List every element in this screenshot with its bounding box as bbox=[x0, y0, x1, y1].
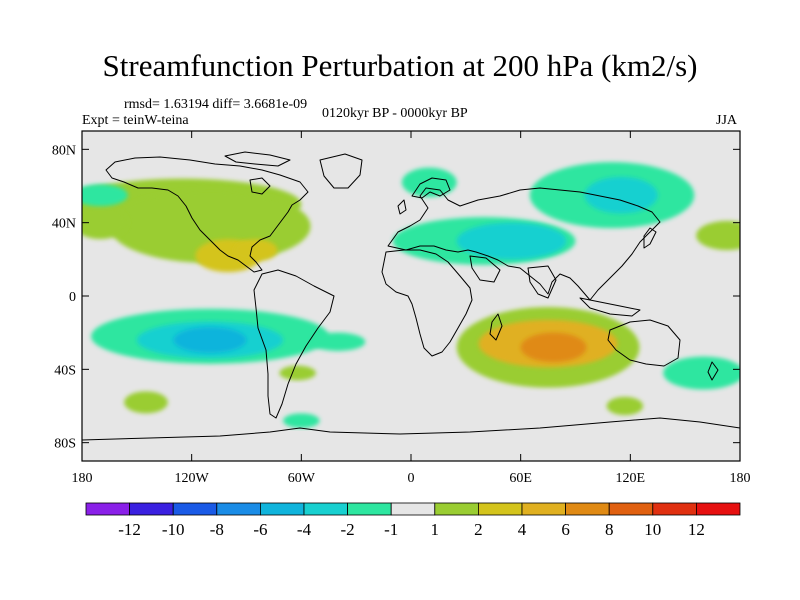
colorbar-label: 8 bbox=[605, 520, 614, 539]
contour-region-n-pacific-negative bbox=[73, 184, 128, 206]
y-tick-label: 80S bbox=[54, 437, 76, 452]
x-tick-label: 60W bbox=[288, 471, 316, 486]
y-tick-label: 40S bbox=[54, 363, 76, 378]
contour-region-w-pacific-positive bbox=[73, 206, 128, 239]
y-tick-label: 0 bbox=[69, 290, 76, 305]
contour-region-s-atlantic-positive bbox=[279, 366, 316, 381]
y-tick-label: 80N bbox=[52, 143, 76, 158]
colorbar-label: 2 bbox=[474, 520, 483, 539]
colorbar-swatch bbox=[348, 503, 392, 515]
colorbar-label: 1 bbox=[431, 520, 440, 539]
contour-region-s-pacific-core bbox=[173, 327, 246, 353]
colorbar-swatch bbox=[260, 503, 304, 515]
colorbar-label: 10 bbox=[644, 520, 661, 539]
colorbar-swatch bbox=[522, 503, 566, 515]
colorbar: -12 -10 -8 -6 -4 -2 -1 1 2 4 6 8 10 12 bbox=[86, 503, 740, 539]
colorbar-swatch bbox=[173, 503, 217, 515]
colorbar-swatch bbox=[391, 503, 435, 515]
map-figure: 180 120W 60W 0 60E 120E 18080N40N040S80S -12 -1… bbox=[0, 0, 800, 600]
y-tick-label: 40N bbox=[52, 217, 76, 232]
contour-region-mideast-negative bbox=[457, 223, 567, 260]
x-tick-label: 60E bbox=[509, 471, 532, 486]
contour-region-s-pacific-positive bbox=[124, 391, 168, 413]
colorbar-label: -8 bbox=[210, 520, 224, 539]
contour-region-s-atlantic-negative bbox=[310, 333, 365, 351]
colorbar-swatch bbox=[478, 503, 522, 515]
colorbar-label: -12 bbox=[118, 520, 141, 539]
colorbar-swatch bbox=[609, 503, 653, 515]
x-tick-label: 120W bbox=[175, 471, 210, 486]
colorbar-swatch bbox=[130, 503, 174, 515]
x-tick-label: 180 bbox=[730, 471, 751, 486]
contour-region-east-asia-positive bbox=[696, 221, 758, 250]
colorbar-label: -6 bbox=[253, 520, 267, 539]
contour-region-antarctic-negative bbox=[663, 357, 743, 390]
colorbar-label: 12 bbox=[688, 520, 705, 539]
colorbar-swatch bbox=[696, 503, 740, 515]
x-tick-label: 180 bbox=[72, 471, 93, 486]
colorbar-label: 6 bbox=[561, 520, 570, 539]
x-tick-label: 120E bbox=[616, 471, 646, 486]
colorbar-swatch bbox=[86, 503, 130, 515]
colorbar-label: -2 bbox=[341, 520, 355, 539]
contour-region-caribbean-positive bbox=[234, 239, 278, 261]
colorbar-swatch bbox=[217, 503, 261, 515]
colorbar-swatch bbox=[566, 503, 610, 515]
contour-region-s-indian-level6 bbox=[521, 333, 587, 362]
colorbar-swatch bbox=[653, 503, 697, 515]
colorbar-label: 4 bbox=[518, 520, 527, 539]
colorbar-label: -4 bbox=[297, 520, 312, 539]
colorbar-label: -1 bbox=[384, 520, 398, 539]
colorbar-swatch bbox=[304, 503, 348, 515]
colorbar-label: -10 bbox=[162, 520, 185, 539]
colorbar-swatch bbox=[435, 503, 479, 515]
contour-region-s-ocean-negative bbox=[283, 413, 320, 428]
x-tick-label: 0 bbox=[408, 471, 415, 486]
contour-region-se-indian-positive bbox=[607, 397, 644, 415]
